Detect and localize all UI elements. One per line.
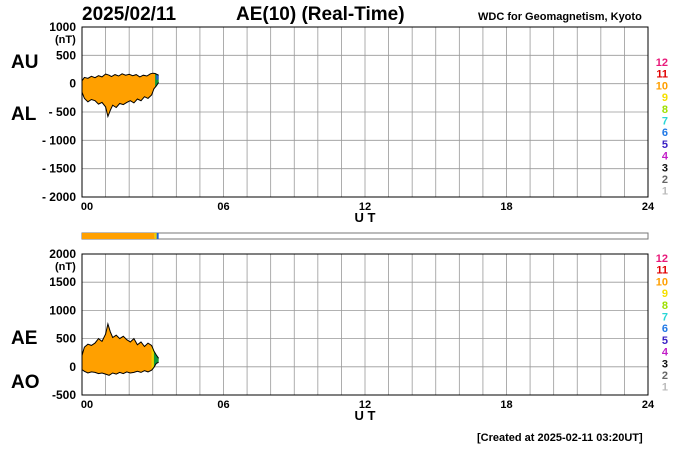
x-tick-label: 00 [81, 201, 93, 213]
al-line [81, 82, 160, 119]
station-legend-item: 5 [662, 139, 668, 151]
chart-title: AE(10) (Real-Time) [236, 4, 405, 25]
y-tick-label: 500 [56, 332, 76, 346]
bottom-x-label: U T [355, 408, 376, 423]
station-legend-item: 11 [656, 69, 668, 81]
coverage-bar-blue [156, 233, 159, 239]
ae-line [81, 321, 160, 359]
station-legend-item: 9 [662, 288, 668, 300]
y-tick-label: 1500 [49, 275, 76, 289]
y-tick-label: 2000 [49, 247, 76, 261]
created-timestamp: [Created at 2025-02-11 03:20UT] [477, 432, 643, 444]
bottom-grid [82, 254, 648, 395]
bottom-frame [81, 253, 649, 396]
coverage-bar-fill [82, 233, 155, 239]
station-legend-item: 7 [662, 116, 668, 128]
station-legend-item: 8 [662, 104, 668, 116]
x-tick-label: 12 [359, 201, 371, 213]
station-legend-item: 4 [662, 347, 669, 359]
station-legend-item: 7 [662, 312, 668, 324]
ao-line [81, 361, 159, 376]
au-line [81, 72, 159, 82]
station-legend-item: 5 [662, 335, 668, 347]
ao-label: AO [11, 372, 40, 393]
station-legend-item: 10 [656, 80, 668, 92]
station-legend-item: 6 [662, 323, 668, 335]
station-legend-item: 3 [662, 162, 668, 174]
station-legend-item: 11 [656, 265, 668, 277]
x-tick-label: 18 [500, 399, 512, 411]
y-tick-label: - 1000 [42, 133, 76, 147]
au-al-tail-blue [156, 74, 159, 81]
top-y-label: (nT) [55, 34, 76, 46]
au-al-area [82, 73, 159, 117]
y-tick-label: - 2000 [42, 190, 76, 204]
coverage-bar-yellow [154, 233, 157, 239]
station-legend-item: 4 [662, 151, 669, 163]
y-tick-label: -500 [52, 388, 76, 402]
ae-ao-area [82, 323, 159, 376]
x-tick-label: 06 [217, 399, 229, 411]
x-tick-label: 00 [81, 399, 93, 411]
y-tick-label: 0 [69, 360, 76, 374]
coverage-bar [81, 232, 649, 240]
bottom-y-ticks: 2000 1500 1000 500 0 -500 [49, 247, 76, 402]
au-label: AU [11, 52, 39, 73]
top-x-label: U T [355, 210, 376, 225]
x-tick-label: 18 [500, 201, 512, 213]
top-grid [82, 27, 648, 197]
ae-ao-tail-green [153, 351, 159, 368]
station-legend-item: 12 [656, 253, 668, 265]
top-frame [81, 26, 649, 198]
station-legend-item: 1 [662, 382, 668, 394]
station-legend-item: 6 [662, 127, 668, 139]
top-y-ticks: 1000 500 0 - 500 - 1000 - 1500 - 2000 [42, 20, 76, 204]
station-legend-item: 2 [662, 174, 668, 186]
x-tick-label: 12 [359, 399, 371, 411]
x-tick-label: 24 [642, 201, 655, 213]
station-legend-item: 2 [662, 370, 668, 382]
y-tick-label: 500 [56, 48, 76, 62]
bottom-x-ticks: 00 06 12 18 24 [81, 399, 655, 411]
al-label: AL [11, 104, 37, 125]
station-legend-item: 1 [662, 186, 668, 198]
top-x-ticks: 00 06 12 18 24 [81, 201, 655, 213]
ae-label: AE [11, 328, 38, 349]
y-tick-label: 1000 [49, 20, 76, 34]
y-tick-label: - 500 [49, 105, 77, 119]
y-tick-label: - 1500 [42, 162, 76, 176]
ae-ao-tail-yellow [151, 345, 154, 371]
organization-label: WDC for Geomagnetism, Kyoto [478, 11, 642, 23]
station-legend-item: 12 [656, 57, 668, 69]
coverage-bar-frame [81, 232, 649, 240]
x-tick-label: 24 [642, 399, 655, 411]
y-tick-label: 1000 [49, 303, 76, 317]
bottom-y-label: (nT) [55, 261, 76, 273]
station-legend-item: 9 [662, 92, 668, 104]
station-legend-item: 10 [656, 276, 668, 288]
date-title: 2025/02/11 [82, 4, 177, 25]
station-legend-item: 3 [662, 358, 668, 370]
x-tick-label: 06 [217, 201, 229, 213]
station-legend-item: 8 [662, 300, 668, 312]
y-tick-label: 0 [69, 77, 76, 91]
